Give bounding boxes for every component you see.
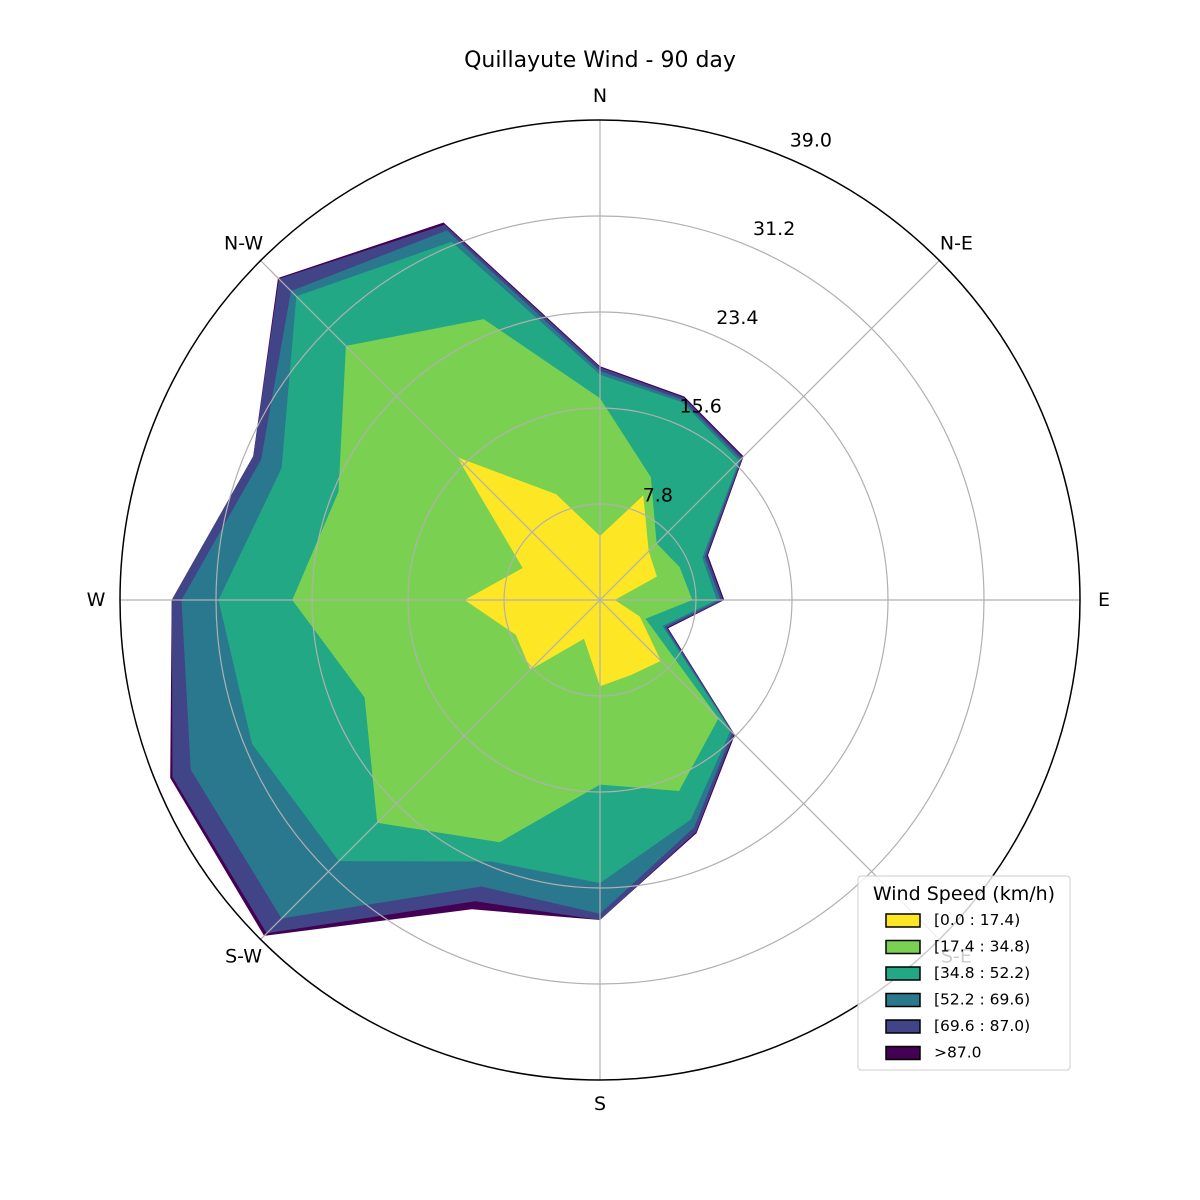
legend-swatch [885,992,921,1008]
grid-spoke-s-w [260,599,601,940]
direction-label-e: E [1098,589,1110,611]
legend-label: >87.0 [934,1044,982,1062]
radial-tick-label: 23.4 [716,307,758,329]
legend-label: [69.6 : 87.0) [934,1017,1030,1035]
legend-label: [52.2 : 69.6) [934,991,1030,1009]
direction-label-s-w: S-W [225,945,262,967]
radial-tick-label: 39.0 [790,130,832,152]
grid-spoke-n-e [599,260,940,601]
legend-swatch [885,966,921,981]
legend-swatch [885,1019,921,1034]
legend-label: [34.8 : 52.2) [934,964,1030,982]
radial-tick-label: 7.8 [643,484,673,506]
legend-swatch [885,939,921,955]
radial-tick-label: 31.2 [753,218,795,240]
legend-swatch [885,913,921,928]
legend-label: [0.0 : 17.4) [934,911,1020,929]
legend-items: [0.0 : 17.4) [17.4 : 34.8) [34.8 : 52.2) [5… [885,911,1030,1062]
polar-frame [119,119,1081,1081]
legend: Wind Speed (km/h) [0.0 : 17.4) [17.4 : 34… [857,875,1071,1071]
direction-label-w: W [87,589,106,611]
legend-title: Wind Speed (km/h) [873,883,1055,905]
legend-swatch [885,1045,921,1061]
grid-spoke-n-w [260,260,601,601]
direction-label-s: S [594,1093,606,1115]
chart-title: Quillayute Wind - 90 day [464,48,736,73]
direction-label-n-w: N-W [224,233,263,255]
grid-layer [119,119,1081,1081]
direction-label-n: N [593,85,607,107]
legend-label: [17.4 : 34.8) [934,938,1030,956]
radial-tick-label: 15.6 [680,396,722,418]
direction-label-n-e: N-E [940,233,973,255]
series-layer [170,222,744,936]
